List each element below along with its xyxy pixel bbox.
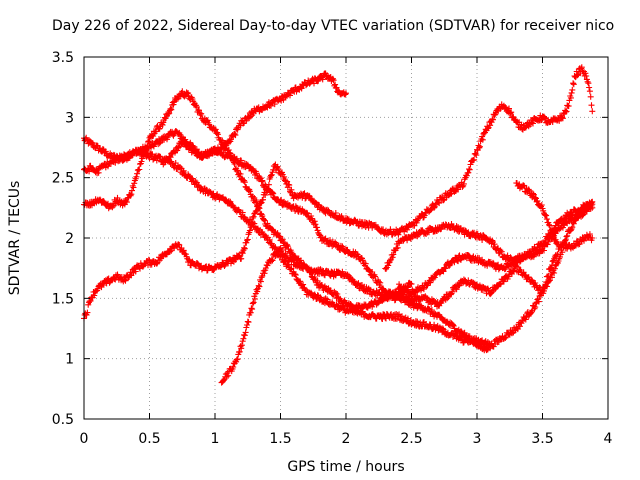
y-tick-label: 0.5 [52,412,74,428]
y-tick-label: 2.5 [52,171,74,187]
x-tick-label: 2 [342,431,351,447]
x-tick-label: 0 [80,431,89,447]
x-tick-label: 4 [604,431,613,447]
chart-title: Day 226 of 2022, Sidereal Day-to-day VTE… [52,18,614,34]
series-track-9 [513,180,562,248]
plus-markers [513,180,562,248]
y-axis-label: SDTVAR / TECUs [7,181,23,296]
y-tick-label: 2 [65,231,74,247]
y-tick-label: 1.5 [52,291,74,307]
plus-markers [382,198,596,272]
x-axis-label: GPS time / hours [287,459,404,475]
x-tick-label: 0.5 [138,431,160,447]
axis-ticks: 0 0.5 1 1.5 2 2.5 3 3.5 4 0.5 1 1.5 2 2.5 3 3.5 [52,50,613,447]
x-tick-label: 1.5 [269,431,291,447]
x-tick-label: 3.5 [531,431,553,447]
x-tick-label: 2.5 [400,431,422,447]
y-tick-label: 3.5 [52,50,74,66]
y-tick-label: 1 [65,352,74,368]
series-track-8 [382,198,596,272]
y-tick-label: 3 [65,110,74,126]
x-tick-label: 1 [211,431,220,447]
x-tick-label: 3 [473,431,482,447]
